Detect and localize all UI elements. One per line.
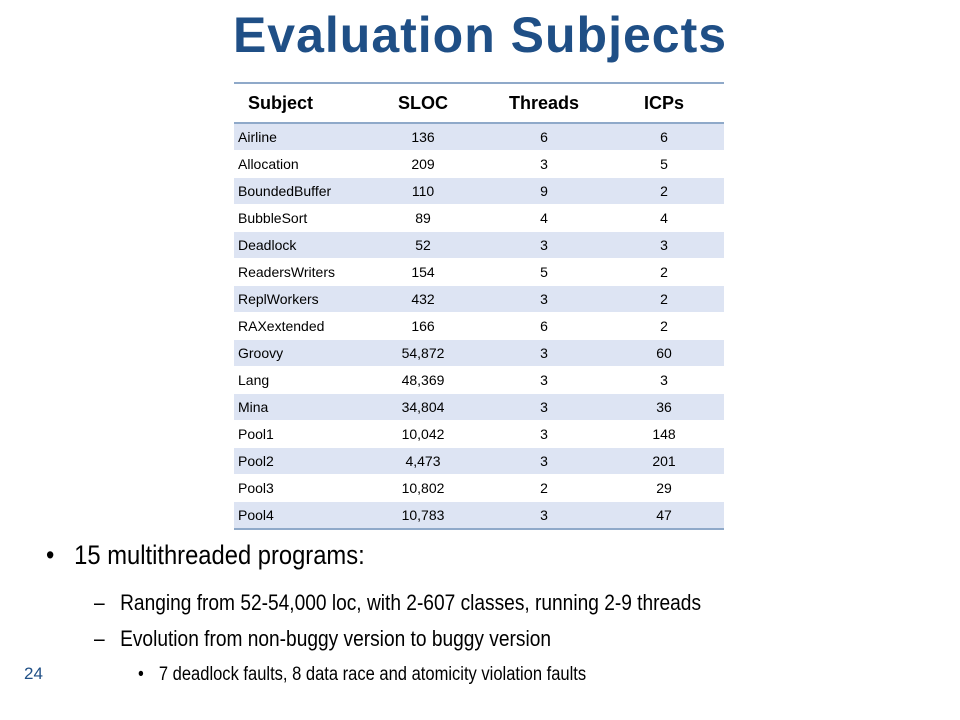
- cell-sloc: 34,804: [362, 393, 484, 421]
- table-row: ReadersWriters 154 5 2: [234, 258, 724, 286]
- cell-threads: 3: [484, 285, 604, 313]
- header-sloc: SLOC: [362, 82, 484, 124]
- cell-subject: Allocation: [234, 150, 362, 178]
- sub-sub-bullet-1-text: 7 deadlock faults, 8 data race and atomi…: [158, 664, 587, 685]
- table-row: BoundedBuffer 110 9 2: [234, 177, 724, 205]
- cell-icps: 2: [604, 285, 724, 313]
- cell-sloc: 154: [362, 258, 484, 286]
- table-row: Allocation 209 3 5: [234, 150, 724, 178]
- cell-icps: 3: [604, 366, 724, 394]
- cell-icps: 2: [604, 258, 724, 286]
- cell-icps: 6: [604, 123, 724, 151]
- cell-threads: 2: [484, 474, 604, 502]
- cell-subject: Lang: [234, 366, 362, 394]
- cell-subject: BoundedBuffer: [234, 177, 362, 205]
- table-row: RAXextended 166 6 2: [234, 312, 724, 340]
- cell-sloc: 166: [362, 312, 484, 340]
- cell-threads: 3: [484, 150, 604, 178]
- sub-bullet-2: – Evolution from non-buggy version to bug…: [94, 626, 551, 652]
- cell-threads: 3: [484, 501, 604, 530]
- cell-sloc: 54,872: [362, 339, 484, 367]
- sub-sub-bullet-1: • 7 deadlock faults, 8 data race and atom…: [138, 664, 586, 686]
- cell-sloc: 10,783: [362, 501, 484, 530]
- table-row: Groovy 54,872 3 60: [234, 339, 724, 367]
- cell-icps: 5: [604, 150, 724, 178]
- cell-icps: 60: [604, 339, 724, 367]
- table-row: Pool2 4,473 3 201: [234, 447, 724, 475]
- cell-icps: 148: [604, 420, 724, 448]
- cell-icps: 3: [604, 231, 724, 259]
- cell-threads: 6: [484, 123, 604, 151]
- cell-subject: BubbleSort: [234, 204, 362, 232]
- cell-threads: 3: [484, 420, 604, 448]
- cell-sloc: 136: [362, 123, 484, 151]
- cell-subject: ReplWorkers: [234, 285, 362, 313]
- cell-sloc: 110: [362, 177, 484, 205]
- cell-threads: 5: [484, 258, 604, 286]
- table-row: Mina 34,804 3 36: [234, 393, 724, 421]
- table-row: BubbleSort 89 4 4: [234, 204, 724, 232]
- subjects-table-container: Subject SLOC Threads ICPs Airline 136 6 6 Al…: [234, 82, 724, 530]
- subjects-table: Subject SLOC Threads ICPs Airline 136 6 6 Al…: [234, 82, 724, 530]
- cell-subject: Deadlock: [234, 231, 362, 259]
- table-row: Pool1 10,042 3 148: [234, 420, 724, 448]
- cell-subject: Pool4: [234, 501, 362, 530]
- table-header-row: Subject SLOC Threads ICPs: [234, 82, 724, 124]
- page-number: 24: [24, 664, 43, 683]
- table-body: Airline 136 6 6 Allocation 209 3 5 BoundedBuffer…: [234, 123, 724, 530]
- cell-threads: 3: [484, 339, 604, 367]
- cell-icps: 2: [604, 312, 724, 340]
- cell-sloc: 10,042: [362, 420, 484, 448]
- cell-sloc: 432: [362, 285, 484, 313]
- bullet-marker: •: [46, 540, 55, 570]
- cell-icps: 29: [604, 474, 724, 502]
- cell-threads: 3: [484, 231, 604, 259]
- cell-icps: 36: [604, 393, 724, 421]
- header-threads: Threads: [484, 82, 604, 124]
- table-row: ReplWorkers 432 3 2: [234, 285, 724, 313]
- cell-icps: 47: [604, 501, 724, 530]
- cell-sloc: 89: [362, 204, 484, 232]
- cell-threads: 3: [484, 393, 604, 421]
- cell-subject: Pool1: [234, 420, 362, 448]
- cell-sloc: 4,473: [362, 447, 484, 475]
- cell-threads: 9: [484, 177, 604, 205]
- bullet-marker: •: [138, 664, 144, 685]
- cell-threads: 6: [484, 312, 604, 340]
- dash-marker: –: [94, 590, 105, 615]
- cell-subject: RAXextended: [234, 312, 362, 340]
- table-row: Pool3 10,802 2 29: [234, 474, 724, 502]
- cell-sloc: 48,369: [362, 366, 484, 394]
- cell-threads: 3: [484, 447, 604, 475]
- cell-sloc: 52: [362, 231, 484, 259]
- table-row: Airline 136 6 6: [234, 123, 724, 151]
- header-icps: ICPs: [604, 82, 724, 124]
- slide-title: Evaluation Subjects: [232, 7, 728, 63]
- cell-icps: 4: [604, 204, 724, 232]
- cell-threads: 4: [484, 204, 604, 232]
- cell-threads: 3: [484, 366, 604, 394]
- table-row: Deadlock 52 3 3: [234, 231, 724, 259]
- main-bullet: • 15 multithreaded programs:: [46, 540, 365, 571]
- sub-bullet-1-text: Ranging from 52-54,000 loc, with 2-607 c…: [120, 590, 702, 615]
- cell-subject: Groovy: [234, 339, 362, 367]
- cell-subject: Pool2: [234, 447, 362, 475]
- cell-sloc: 10,802: [362, 474, 484, 502]
- cell-subject: Airline: [234, 123, 362, 151]
- dash-marker: –: [94, 626, 105, 651]
- cell-subject: ReadersWriters: [234, 258, 362, 286]
- sub-bullet-2-text: Evolution from non-buggy version to bugg…: [120, 626, 551, 651]
- cell-sloc: 209: [362, 150, 484, 178]
- cell-icps: 201: [604, 447, 724, 475]
- main-bullet-text: 15 multithreaded programs:: [74, 540, 365, 570]
- header-subject: Subject: [234, 82, 362, 124]
- table-row: Lang 48,369 3 3: [234, 366, 724, 394]
- cell-subject: Mina: [234, 393, 362, 421]
- cell-subject: Pool3: [234, 474, 362, 502]
- sub-bullet-1: – Ranging from 52-54,000 loc, with 2-607 …: [94, 590, 701, 616]
- table-row: Pool4 10,783 3 47: [234, 501, 724, 530]
- cell-icps: 2: [604, 177, 724, 205]
